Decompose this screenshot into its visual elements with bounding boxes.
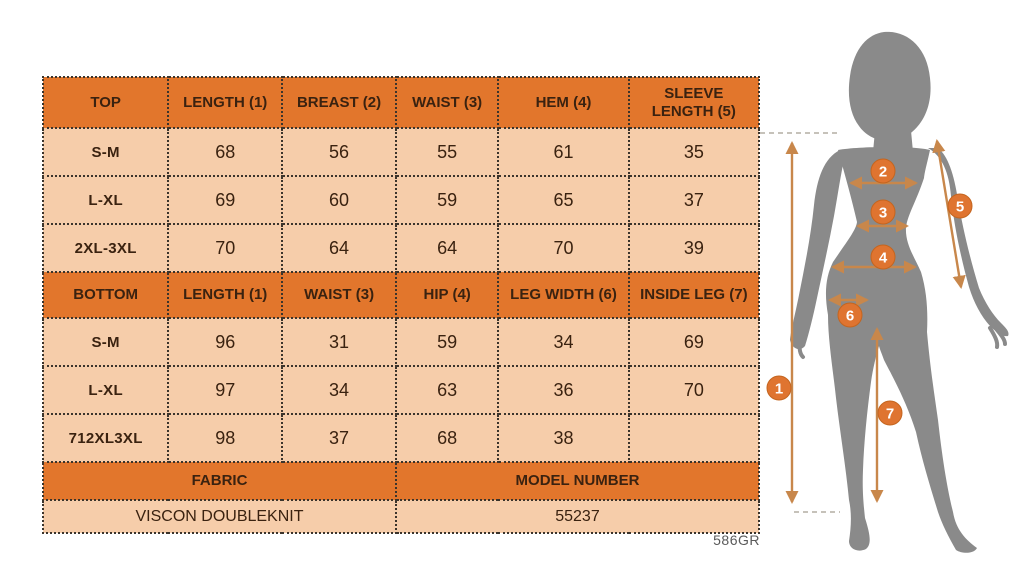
silhouette-torso-legs [825, 147, 977, 553]
cell-value: 55 [394, 127, 500, 177]
fabric-header: FABRIC [42, 461, 397, 501]
silhouette-fingers [797, 326, 1007, 359]
model-number-header: MODEL NUMBER [394, 461, 761, 501]
col-header-length: LENGTH (1) [167, 76, 284, 129]
cell-value: 56 [281, 127, 397, 177]
size-label: L-XL [41, 175, 170, 225]
size-label: 2XL-3XL [41, 223, 170, 273]
marker-7: 7 [877, 400, 903, 426]
marker-5: 5 [947, 193, 973, 219]
cell-value: 59 [394, 317, 500, 367]
cell-value: 64 [394, 223, 500, 273]
cell-value: 97 [167, 365, 284, 415]
measurement-figure: 1 2 3 4 5 [758, 8, 1024, 560]
col-header-hem: HEM (4) [497, 76, 630, 129]
size-chart: TOP LENGTH (1) BREAST (2) WAIST (3) HEM … [41, 76, 761, 534]
footer-header-row: FABRIC MODEL NUMBER [42, 461, 761, 501]
cell-value: 60 [281, 175, 397, 225]
table-row-top-lxl: L-XL 69 60 59 65 37 [41, 175, 761, 225]
cell-value: 31 [281, 317, 397, 367]
style-code: 586GR [713, 532, 760, 548]
cell-value [627, 413, 761, 463]
woman-silhouette [790, 31, 1009, 553]
col-header-leg-width: LEG WIDTH (6) [497, 271, 630, 319]
silhouette-head [848, 31, 931, 141]
marker-5-label: 5 [956, 199, 964, 216]
fabric-value: VISCON DOUBLEKNIT [42, 499, 397, 534]
table-row-bottom-lxl: L-XL 97 34 63 36 70 [41, 365, 761, 415]
cell-value: 37 [281, 413, 397, 463]
col-header-hip: HIP (4) [394, 271, 500, 319]
marker-6: 6 [837, 302, 863, 328]
cell-value: 38 [497, 413, 630, 463]
cell-value: 70 [167, 223, 284, 273]
cell-value: 70 [627, 365, 761, 415]
cell-value: 37 [627, 175, 761, 225]
size-label: S-M [41, 317, 170, 367]
cell-value: 96 [167, 317, 284, 367]
cell-value: 34 [281, 365, 397, 415]
cell-value: 39 [627, 223, 761, 273]
col-header-waist: WAIST (3) [281, 271, 397, 319]
col-header-bottom: BOTTOM [41, 271, 170, 319]
reference-lines [760, 132, 840, 513]
woman-silhouette-diagram: 1 2 3 4 5 [760, 31, 1009, 553]
measurement-arrows [785, 139, 966, 504]
cell-value: 65 [497, 175, 630, 225]
cell-value: 70 [497, 223, 630, 273]
sleeve-length-arrow [932, 139, 966, 289]
marker-3-label: 3 [879, 205, 887, 222]
col-header-top: TOP [41, 76, 170, 129]
col-header-waist: WAIST (3) [394, 76, 500, 129]
silhouette-left-arm [790, 150, 845, 350]
bottom-header-row: BOTTOM LENGTH (1) WAIST (3) HIP (4) LEG … [41, 271, 761, 319]
size-label: 712XL3XL [41, 413, 170, 463]
size-chart-table: TOP LENGTH (1) BREAST (2) WAIST (3) HEM … [41, 76, 761, 534]
model-number-value: 55237 [394, 499, 761, 534]
cell-value: 64 [281, 223, 397, 273]
cell-value: 98 [167, 413, 284, 463]
size-label: L-XL [41, 365, 170, 415]
footer-value-row: VISCON DOUBLEKNIT 55237 [42, 499, 761, 534]
col-header-breast: BREAST (2) [281, 76, 397, 129]
marker-4: 4 [870, 244, 896, 270]
table-row-top-sm: S-M 68 56 55 61 35 [41, 127, 761, 177]
cell-value: 35 [627, 127, 761, 177]
marker-1: 1 [766, 375, 792, 401]
size-label: S-M [41, 127, 170, 177]
col-header-inside-leg: INSIDE LEG (7) [627, 271, 761, 319]
marker-3: 3 [870, 199, 896, 225]
col-header-length: LENGTH (1) [167, 271, 284, 319]
table-row-top-2xl3xl: 2XL-3XL 70 64 64 70 39 [41, 223, 761, 273]
marker-6-label: 6 [846, 308, 854, 325]
cell-value: 61 [497, 127, 630, 177]
silhouette-right-arm [928, 148, 1009, 337]
cell-value: 69 [627, 317, 761, 367]
col-header-sleeve-length: SLEEVE LENGTH (5) [627, 76, 761, 129]
cell-value: 68 [167, 127, 284, 177]
marker-1-label: 1 [775, 381, 783, 398]
table-row-bottom-sm: S-M 96 31 59 34 69 [41, 317, 761, 367]
marker-4-label: 4 [879, 250, 888, 267]
cell-value: 68 [394, 413, 500, 463]
marker-2: 2 [870, 158, 896, 184]
marker-7-label: 7 [886, 406, 894, 423]
cell-value: 59 [394, 175, 500, 225]
table-row-bottom-2xl3xl: 712XL3XL 98 37 68 38 [41, 413, 761, 463]
top-header-row: TOP LENGTH (1) BREAST (2) WAIST (3) HEM … [41, 76, 761, 129]
cell-value: 36 [497, 365, 630, 415]
silhouette-neck [873, 120, 913, 152]
cell-value: 34 [497, 317, 630, 367]
measurement-markers: 1 2 3 4 5 [766, 158, 973, 426]
cell-value: 63 [394, 365, 500, 415]
marker-2-label: 2 [879, 164, 887, 181]
cell-value: 69 [167, 175, 284, 225]
